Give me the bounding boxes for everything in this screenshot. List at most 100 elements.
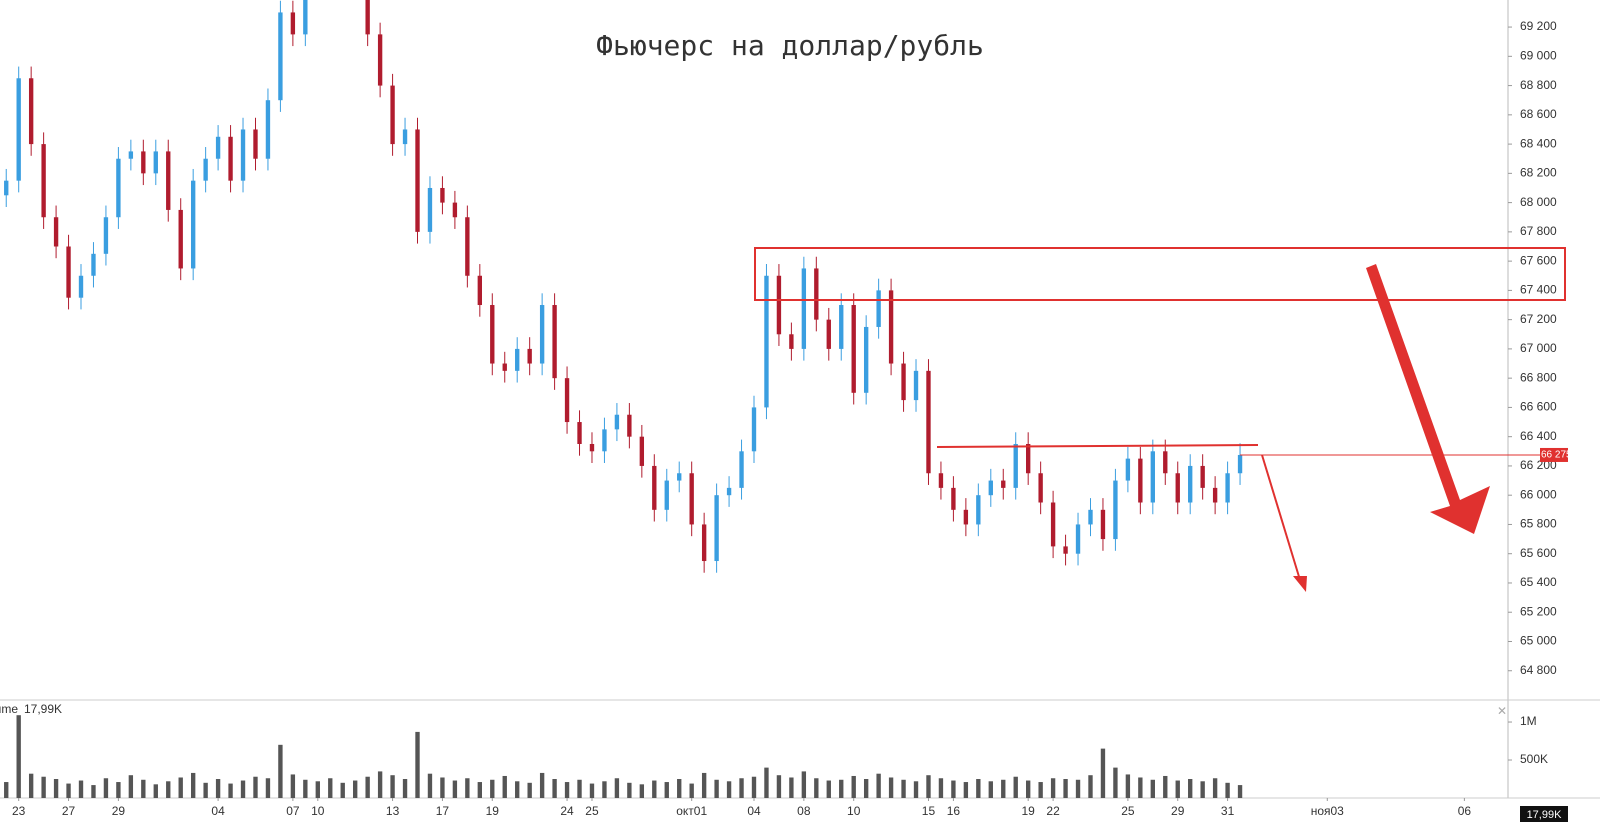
candle-body — [639, 436, 645, 466]
x-tick-label: ноя03 — [1311, 804, 1344, 818]
candle-body — [1050, 502, 1056, 547]
close-icon[interactable]: ✕ — [1497, 704, 1507, 718]
volume-bar — [901, 779, 906, 798]
volume-bar — [1013, 776, 1018, 798]
last-price-badge — [1540, 447, 1568, 462]
chart-title: Фьючерс на доллар/рубль — [596, 29, 984, 62]
volume-bar — [701, 772, 707, 798]
x-tick-label: 24 — [560, 804, 574, 818]
volume-bar — [1175, 780, 1180, 798]
x-tick-label: 29 — [1171, 804, 1185, 818]
volume-bar — [103, 778, 109, 798]
candle-body — [951, 487, 956, 510]
candle-body — [390, 85, 395, 145]
y-tick-label: 68 600 — [1520, 107, 1557, 121]
volume-badge-text: 17,99K — [1527, 809, 1563, 821]
volume-bar — [190, 772, 196, 798]
candle-body — [178, 209, 183, 269]
candle-body — [627, 414, 632, 437]
volume-badge — [1520, 806, 1568, 822]
x-tick-label: 08 — [797, 804, 811, 818]
candle-body — [527, 348, 532, 364]
volume-bar — [265, 778, 271, 798]
candle-body — [826, 319, 831, 349]
candle-body — [203, 158, 208, 181]
volume-bar — [228, 783, 233, 798]
candle-body — [988, 480, 993, 496]
candle-body — [1001, 480, 1006, 488]
volume-bar — [128, 775, 134, 798]
volume-bar — [726, 781, 732, 798]
candle-body — [166, 151, 171, 210]
volume-bar — [1212, 778, 1218, 798]
candle-body — [377, 34, 383, 86]
candle-body — [128, 151, 134, 159]
volume-bar — [652, 780, 657, 798]
y2-tick-label: 500K — [1520, 752, 1548, 766]
last-price-label: 66 275 — [1541, 450, 1572, 461]
x-tick-label: 07 — [286, 804, 300, 818]
candle-body — [1113, 480, 1118, 540]
y-tick-label: 66 600 — [1520, 400, 1557, 414]
volume-pane — [4, 715, 1243, 798]
volume-bar — [141, 779, 146, 798]
volume-bar — [988, 781, 993, 798]
volume-bar — [1188, 779, 1193, 798]
volume-bar — [552, 779, 557, 798]
volume-bar — [328, 778, 333, 798]
y-tick-label: 65 200 — [1520, 604, 1557, 618]
candle-body — [427, 187, 433, 232]
x-tick-label: 04 — [747, 804, 761, 818]
volume-bar — [1163, 775, 1168, 798]
volume-bar — [876, 773, 881, 798]
candle-body — [153, 151, 158, 174]
candle-body — [303, 0, 308, 35]
candle-body — [28, 78, 34, 145]
volume-bar — [1050, 778, 1056, 798]
volume-bar — [801, 771, 807, 798]
candle-body — [614, 414, 620, 430]
candle-body — [66, 246, 71, 298]
candle-body — [664, 480, 669, 510]
candle-body — [789, 334, 794, 349]
volume-bar — [527, 782, 532, 798]
volume-bar — [502, 775, 507, 798]
volume-bar — [1038, 782, 1043, 798]
volume-bar — [789, 777, 794, 798]
volume-bar — [888, 777, 894, 798]
y-tick-label: 65 600 — [1520, 546, 1557, 560]
volume-bar — [66, 783, 71, 798]
candle-body — [91, 253, 96, 276]
volume-bar — [614, 778, 620, 798]
y-tick-label: 67 000 — [1520, 341, 1557, 355]
candle-body — [577, 422, 582, 444]
x-tick-label: 31 — [1221, 804, 1235, 818]
candle-body — [1013, 443, 1018, 488]
volume-bar — [4, 782, 9, 798]
y-tick-label: 65 800 — [1520, 517, 1557, 531]
volume-bar — [315, 781, 320, 798]
x-tick-label: 23 — [12, 804, 26, 818]
candle-body — [16, 78, 21, 181]
volume-bar — [28, 773, 34, 798]
candle-body — [253, 129, 258, 159]
resistance-zone — [754, 247, 1566, 301]
volume-bar — [664, 782, 669, 798]
volume-bar — [1088, 775, 1093, 798]
volume-bar — [415, 731, 420, 798]
y-tick-label: 68 800 — [1520, 78, 1557, 92]
candle-body — [78, 275, 84, 298]
volume-bar — [863, 779, 869, 798]
volume-bar — [166, 781, 171, 798]
x-tick-label: 16 — [947, 804, 961, 818]
x-tick-label: 13 — [386, 804, 400, 818]
volume-bar — [602, 781, 607, 798]
volume-bar — [564, 782, 570, 798]
volume-bar — [851, 775, 856, 798]
candle-body — [290, 12, 296, 35]
candle-body — [465, 217, 470, 276]
volume-bar — [303, 779, 308, 798]
candle-body — [1212, 487, 1218, 503]
candle-body — [739, 451, 744, 488]
candle-body — [240, 129, 246, 181]
